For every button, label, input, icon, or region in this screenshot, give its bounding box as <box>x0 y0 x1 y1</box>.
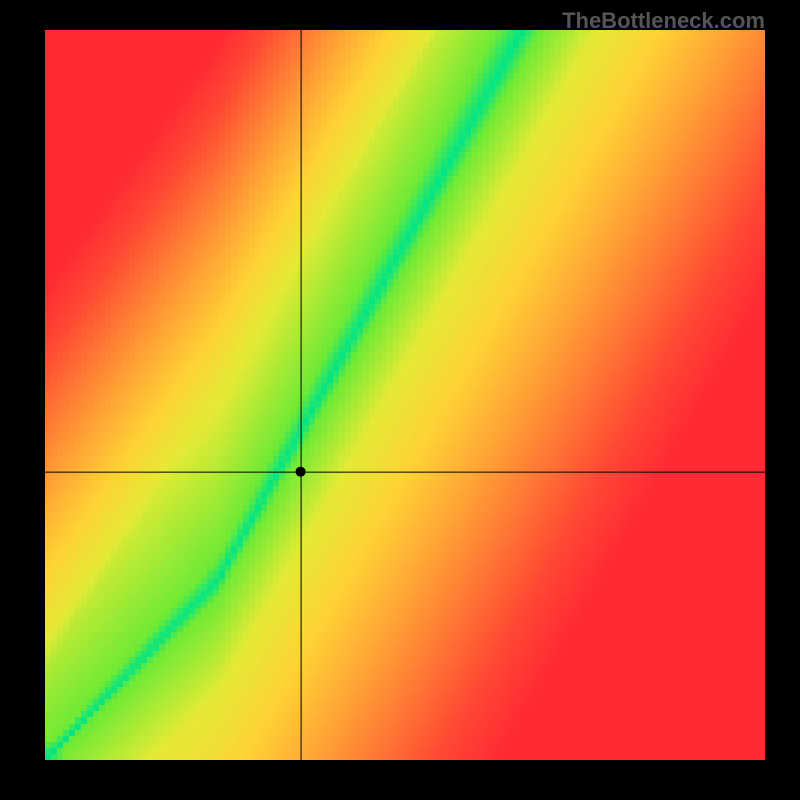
watermark-text: TheBottleneck.com <box>562 8 765 34</box>
bottleneck-heatmap <box>45 30 765 760</box>
